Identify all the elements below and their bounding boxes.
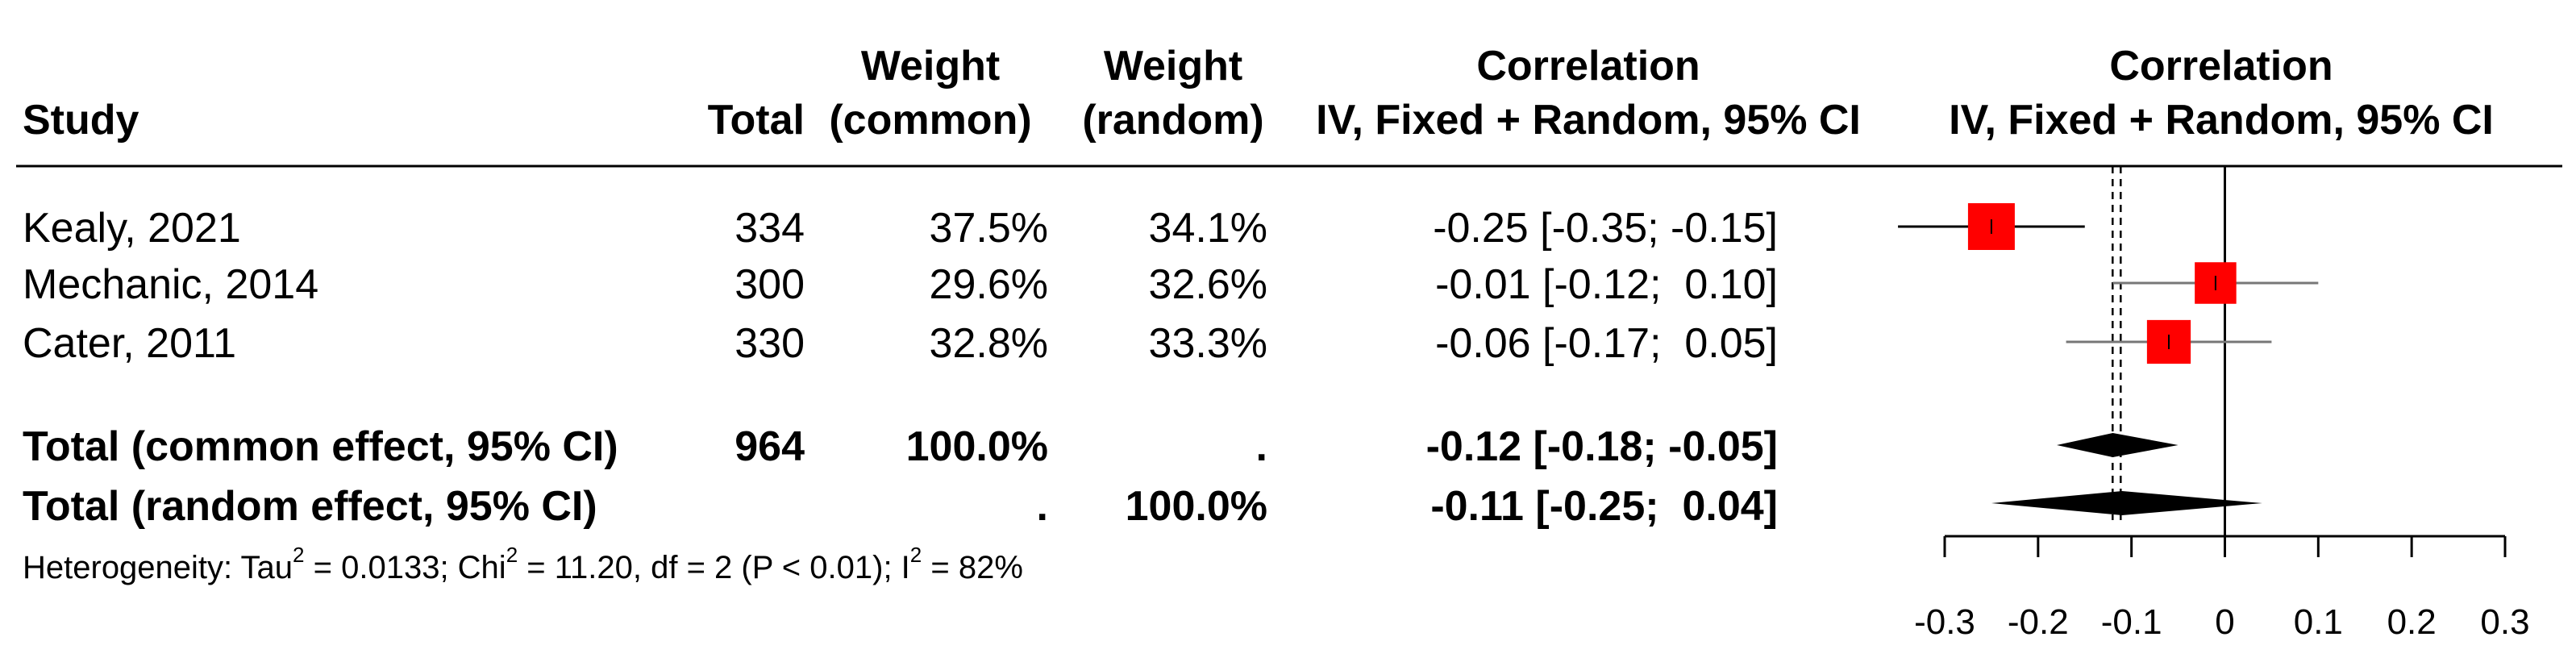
het-sup: 2 [909, 542, 922, 567]
study-total: 300 [735, 261, 805, 308]
x-tick-label: 0.2 [2387, 602, 2437, 642]
x-tick-label: 0.1 [2294, 602, 2343, 642]
study-ci-text: -0.25 [-0.35; -0.15] [1433, 205, 1778, 252]
header-weight-random-line2: (random) [1082, 97, 1264, 144]
study-name: Cater, 2011 [23, 320, 237, 367]
x-tick-label: -0.2 [2008, 602, 2069, 642]
summary-weight-common: . [1036, 483, 1048, 530]
het-part: = 82% [922, 550, 1023, 585]
summary-weight-random: 100.0% [1125, 483, 1267, 530]
header-correlation-line1: Correlation [1476, 43, 1700, 90]
summary-name: Total (common effect, 95% CI) [23, 423, 618, 470]
header-study: Study [23, 97, 139, 144]
pooled-diamond [1991, 491, 2262, 515]
study-ci-text: -0.06 [-0.17; 0.05] [1435, 320, 1778, 367]
summary-weight-common: 100.0% [905, 423, 1048, 470]
plot-header-line2: IV, Fixed + Random, 95% CI [1949, 97, 2494, 144]
het-part: = 11.20, df = 2 (P < 0.01); I [518, 550, 910, 585]
summary-ci-text: -0.12 [-0.18; -0.05] [1425, 423, 1778, 470]
pooled-diamond [2057, 433, 2179, 457]
study-total: 330 [735, 320, 805, 367]
het-part: = 0.0133; Chi [304, 550, 506, 585]
header-weight-random-line1: Weight [1103, 43, 1243, 90]
x-tick-label: 0.3 [2480, 602, 2529, 642]
het-sup: 2 [506, 542, 518, 567]
study-weight-common: 32.8% [929, 320, 1048, 367]
summary-ci-text: -0.11 [-0.25; 0.04] [1430, 483, 1778, 530]
study-ci-text: -0.01 [-0.12; 0.10] [1435, 261, 1778, 308]
study-name: Mechanic, 2014 [23, 261, 319, 308]
x-tick-label: -0.1 [2101, 602, 2162, 642]
plot-header-line1: Correlation [2109, 43, 2333, 90]
x-tick-label: 0 [2215, 602, 2234, 642]
header-weight-common-line1: Weight [860, 43, 1001, 90]
study-name: Kealy, 2021 [23, 205, 241, 252]
header-correlation-line2: IV, Fixed + Random, 95% CI [1316, 97, 1861, 144]
header-weight-common-line2: (common) [829, 97, 1032, 144]
study-total: 334 [735, 205, 805, 252]
study-weight-random: 33.3% [1148, 320, 1267, 367]
het-sup: 2 [293, 542, 305, 567]
heterogeneity-text: Heterogeneity: Tau2 = 0.0133; Chi2 = 11.… [23, 544, 1023, 585]
summary-total: 964 [735, 423, 805, 470]
x-tick-label: -0.3 [1914, 602, 1975, 642]
het-part: Heterogeneity: Tau [23, 550, 293, 585]
study-weight-random: 34.1% [1148, 205, 1267, 252]
study-weight-common: 37.5% [929, 205, 1048, 252]
summary-name: Total (random effect, 95% CI) [23, 483, 597, 530]
study-weight-common: 29.6% [929, 261, 1048, 308]
header-total: Total [707, 97, 805, 144]
study-weight-random: 32.6% [1148, 261, 1267, 308]
summary-weight-random: . [1255, 423, 1267, 470]
